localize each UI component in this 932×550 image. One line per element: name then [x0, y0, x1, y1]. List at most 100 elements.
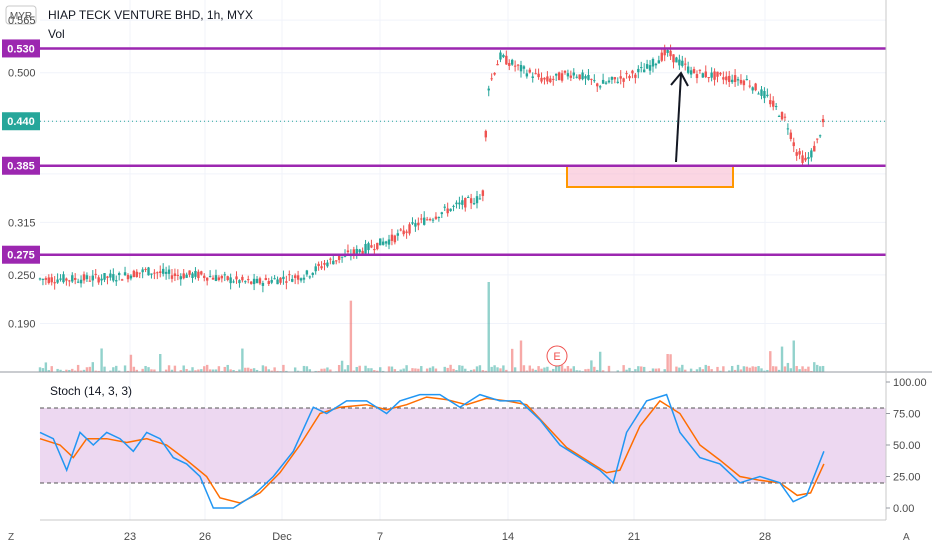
- volume-bar: [50, 366, 53, 372]
- candle-body: [352, 249, 356, 254]
- volume-bar: [578, 370, 581, 372]
- time-axis[interactable]: 23 26 Dec 7 14 21 28: [124, 531, 771, 543]
- candle-body: [613, 77, 617, 80]
- currency-badge[interactable]: [5, 5, 37, 25]
- volume-bar: [167, 365, 171, 372]
- candle-body: [657, 60, 661, 64]
- volume-bar: [813, 362, 816, 372]
- candle-body: [367, 243, 370, 251]
- candle-body: [575, 76, 578, 78]
- candle-body: [798, 151, 801, 155]
- stoch-axis-label: 25.00: [893, 472, 921, 484]
- candle-body: [716, 71, 719, 77]
- price-tag: [2, 245, 40, 264]
- candle-body: [554, 73, 558, 76]
- candle-body: [109, 273, 112, 278]
- volume-bar: [772, 366, 775, 372]
- candle-body: [220, 275, 224, 279]
- volume-bar: [182, 365, 185, 372]
- volume-bar: [238, 369, 241, 372]
- volume-bar: [519, 340, 523, 372]
- candle-body: [361, 250, 364, 254]
- candle-body: [258, 278, 262, 284]
- volume-bar: [267, 369, 270, 372]
- candle-body: [440, 212, 444, 215]
- volume-bar: [153, 369, 156, 372]
- price-pane[interactable]: [0, 0, 886, 520]
- volume-bar: [408, 370, 411, 372]
- volume-bar: [373, 370, 376, 372]
- candle-body: [742, 80, 746, 86]
- volume-bar: [68, 369, 71, 372]
- volume-bar: [305, 366, 309, 372]
- volume-bar: [185, 369, 188, 372]
- stoch-pane[interactable]: Stoch (14, 3, 3): [39, 384, 886, 509]
- volume-bar: [264, 366, 268, 372]
- volume-bar: [657, 368, 661, 372]
- candle-body: [760, 89, 763, 96]
- candle-body: [138, 272, 141, 274]
- volume-bar: [648, 370, 652, 372]
- candle-body: [596, 83, 599, 87]
- volume-bar: [217, 366, 221, 372]
- volume-bar: [340, 360, 344, 372]
- candle-body: [252, 278, 256, 285]
- candle-body: [50, 277, 53, 283]
- candle-body: [71, 275, 74, 282]
- candle-body: [472, 203, 476, 205]
- volume-bar: [200, 369, 203, 372]
- candle-body: [41, 278, 45, 280]
- volume-bar: [241, 348, 244, 372]
- price-axis-label: 0.190: [8, 318, 36, 330]
- volume-bar: [590, 360, 593, 372]
- candle-body: [414, 223, 417, 227]
- candle-body: [47, 277, 50, 284]
- candle-body: [425, 219, 429, 221]
- auto-scale-button[interactable]: A: [896, 524, 918, 546]
- volume-bar: [719, 370, 722, 372]
- candle-body: [68, 280, 71, 282]
- candle-body: [663, 49, 666, 56]
- volume-bar: [428, 367, 432, 372]
- volume-bar: [244, 367, 247, 372]
- up-arrow-annotation[interactable]: [670, 71, 689, 163]
- candle-body: [648, 65, 652, 71]
- candle-body: [505, 55, 508, 65]
- volume-bar: [302, 365, 306, 372]
- candle-body: [642, 69, 646, 73]
- candle-body: [370, 245, 373, 248]
- candle-body: [581, 72, 584, 80]
- price-axis[interactable]: 0.565 0.500 0.315 0.250 0.190: [8, 15, 36, 330]
- candle-body: [170, 275, 174, 279]
- candle-body: [355, 248, 358, 256]
- time-axis-label: Dec: [272, 531, 292, 543]
- volume-bar: [346, 365, 350, 372]
- candle-body: [106, 276, 109, 278]
- volume-bar: [701, 369, 705, 372]
- candle-body: [557, 72, 561, 81]
- candle-body: [675, 57, 678, 63]
- volume-bar: [323, 368, 326, 372]
- earnings-marker[interactable]: E: [546, 345, 568, 367]
- candle-body: [464, 198, 467, 208]
- candle-body: [487, 88, 490, 91]
- candle-body: [373, 248, 376, 251]
- candle-body: [669, 50, 672, 57]
- volume-bar: [164, 369, 168, 372]
- volume-bar: [728, 370, 731, 372]
- volume-bar: [88, 366, 92, 372]
- volume-bar: [496, 367, 499, 372]
- candle-body: [578, 74, 581, 80]
- volume-bar: [170, 369, 174, 372]
- zoom-button[interactable]: Z: [0, 524, 20, 546]
- candle-body: [748, 85, 751, 87]
- volume-bar: [270, 370, 273, 372]
- level-lines[interactable]: [40, 47, 886, 256]
- candle-body: [563, 70, 567, 73]
- volume-bar: [420, 366, 423, 372]
- candle-body: [115, 280, 118, 282]
- volume-bar: [205, 364, 209, 372]
- candle-body: [56, 279, 59, 283]
- support-zone-box[interactable]: [566, 165, 734, 188]
- volume-bar: [191, 367, 194, 372]
